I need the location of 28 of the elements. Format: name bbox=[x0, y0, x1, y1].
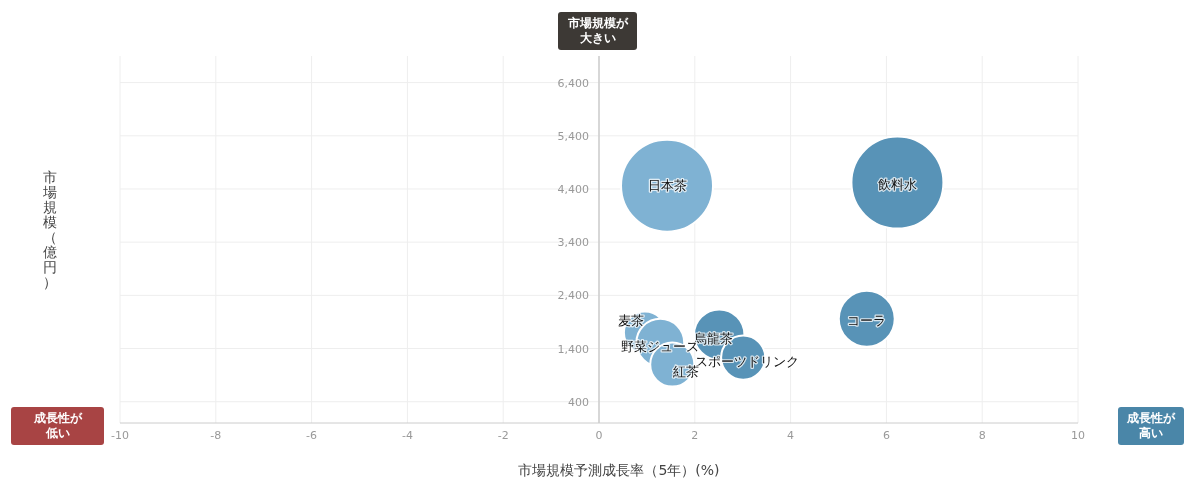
text: 成長性が低い bbox=[33, 411, 82, 441]
x-tick-label: 0 bbox=[595, 428, 603, 442]
y-axis-title: 市場規模（億円） bbox=[42, 169, 58, 290]
x-tick-label: 4 bbox=[787, 428, 795, 442]
annotation: 日本茶 bbox=[647, 177, 687, 193]
y-tick-label: 5,400 bbox=[557, 129, 589, 143]
x-tick-label: -6 bbox=[306, 428, 318, 442]
x-tick-label: -8 bbox=[210, 428, 222, 442]
x-tick-label: -10 bbox=[111, 428, 129, 442]
annotation: 飲料水 bbox=[877, 176, 917, 192]
annotation: 麦茶 bbox=[617, 312, 644, 328]
annotation: コーラ bbox=[847, 312, 887, 328]
y-tick-label: 4,400 bbox=[557, 182, 589, 196]
x-tick-label: -4 bbox=[401, 428, 413, 442]
x-axis-title: 市場規模予測成長率（5年）(%) bbox=[518, 462, 720, 478]
y-tick-label: 1,400 bbox=[557, 342, 589, 356]
y-tick-label: 2,400 bbox=[557, 289, 589, 303]
x-tick-label: -2 bbox=[497, 428, 509, 442]
annotation: 紅茶 bbox=[673, 364, 700, 380]
x-tick-label: 10 bbox=[1071, 428, 1085, 442]
x-tick-label: 2 bbox=[691, 428, 699, 442]
text: 市場規模が大きい bbox=[567, 16, 628, 46]
text: 成長性が高い bbox=[1127, 411, 1175, 441]
x-tick-label: 8 bbox=[978, 428, 986, 442]
y-tick-label: 6,400 bbox=[557, 76, 589, 90]
x-tick-label: 6 bbox=[882, 428, 890, 442]
y-tick-label: 3,400 bbox=[557, 236, 589, 250]
y-tick-label: 400 bbox=[568, 395, 589, 409]
